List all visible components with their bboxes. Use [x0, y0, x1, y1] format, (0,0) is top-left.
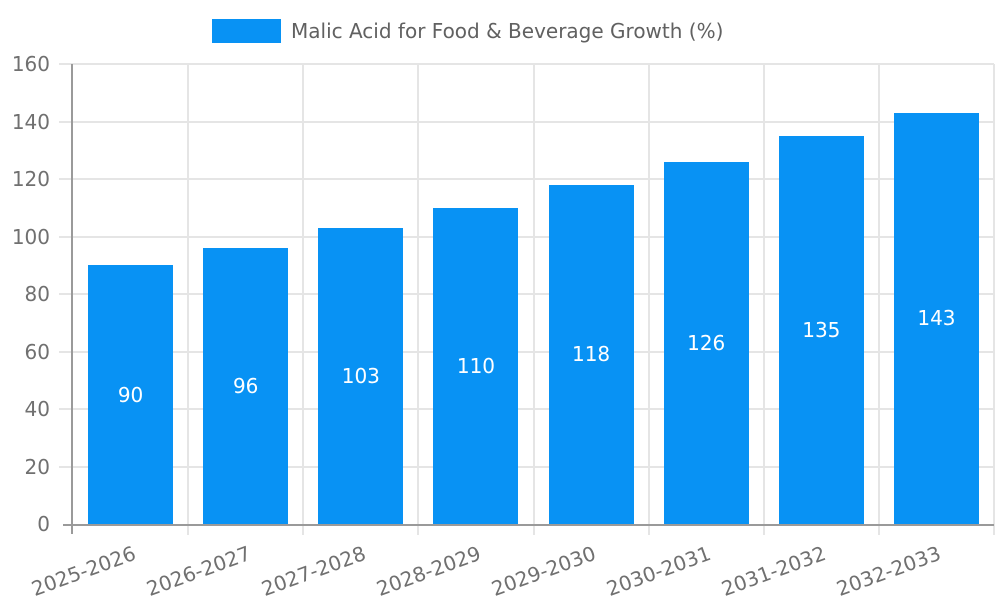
bar-value-label: 135	[802, 317, 841, 342]
x-tick-label-text: 2027-2028	[258, 541, 369, 601]
y-tick-label: 40	[24, 397, 50, 421]
y-gridline	[59, 235, 994, 238]
plot-area: 0 20 40 60 80 100 120 140 160 90 2025-2026 96 2026-2…	[12, 52, 995, 601]
bar-value-label: 126	[687, 330, 726, 355]
y-gridline	[59, 408, 994, 410]
bar: 126	[663, 161, 749, 524]
y-tick-label: 100	[11, 224, 50, 249]
y-tick-label: 0	[37, 512, 50, 536]
bar-value-label: 110	[456, 353, 496, 378]
y-tick-label: 80	[24, 282, 50, 306]
y-tick-label: 160	[11, 52, 50, 76]
x-gridline	[417, 64, 420, 535]
bar: 118	[548, 184, 634, 524]
x-tick-label-text: 2030-2031	[603, 541, 715, 601]
y-tick-label: 20	[24, 454, 50, 479]
bar: 90	[88, 265, 174, 524]
x-gridline	[302, 64, 305, 535]
legend-label: Malic Acid for Food & Beverage Growth (%…	[291, 19, 724, 43]
y-gridline	[59, 120, 994, 123]
x-gridline	[647, 64, 650, 535]
x-tick-label-text: 2032-2033	[833, 541, 945, 601]
x-tick-label-text: 2025-2026	[27, 541, 139, 601]
y-gridline	[59, 63, 994, 65]
x-axis-line	[63, 524, 994, 526]
bar: 96	[203, 248, 289, 524]
bar-value-label: 118	[571, 342, 611, 367]
x-tick-label-text: 2028-2029	[373, 541, 484, 601]
x-tick-label-text: 2026-2027	[142, 541, 254, 601]
y-tick-label: 140	[11, 109, 50, 134]
bar: 143	[893, 112, 979, 524]
bar: 103	[318, 227, 404, 524]
x-gridline	[877, 64, 880, 535]
x-gridline	[993, 64, 995, 535]
x-tick-label-text: 2029-2030	[488, 541, 599, 601]
bar-value-label: 103	[341, 363, 380, 388]
x-tick-label-text: 2031-2032	[718, 541, 830, 601]
legend-swatch	[212, 19, 281, 43]
y-gridline	[59, 350, 994, 353]
y-gridline	[59, 178, 994, 180]
bar: 135	[778, 135, 864, 524]
bar-value-label: 143	[917, 306, 956, 331]
x-gridline	[762, 64, 765, 535]
x-gridline	[187, 64, 190, 535]
y-gridline	[59, 293, 994, 295]
y-tick-label: 60	[24, 339, 50, 364]
y-axis-line	[71, 64, 73, 534]
bar-value-label: 96	[232, 374, 259, 398]
x-gridline	[532, 64, 535, 535]
y-gridline	[59, 465, 994, 468]
chart-legend: Malic Acid for Food & Beverage Growth (%…	[212, 19, 723, 43]
bar: 110	[433, 207, 519, 524]
y-tick-label: 120	[11, 167, 50, 191]
bar-value-label: 90	[117, 382, 144, 407]
